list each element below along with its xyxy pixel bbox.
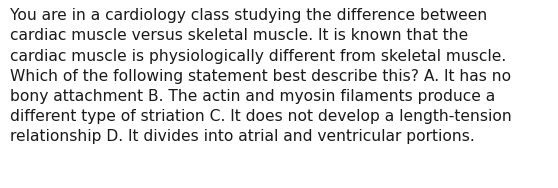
Text: You are in a cardiology class studying the difference between
cardiac muscle ver: You are in a cardiology class studying t… [10, 8, 512, 144]
